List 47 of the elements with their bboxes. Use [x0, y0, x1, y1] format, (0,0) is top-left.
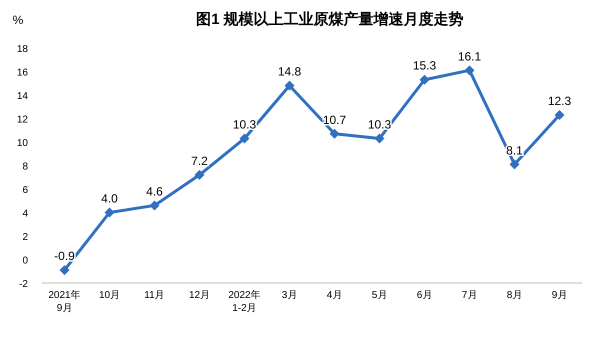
data-label: 14.8 — [278, 64, 302, 79]
x-tick-label: 8月 — [506, 290, 522, 301]
point — [284, 80, 294, 91]
y-tick-label: 12 — [16, 114, 28, 126]
y-tick-label: 6 — [22, 185, 28, 196]
x-tick-label: 2021年 9月 — [48, 289, 81, 314]
x-tick-label: 11月 — [144, 290, 165, 301]
data-label: 7.2 — [191, 154, 208, 168]
x-tick-label: 9月 — [552, 290, 568, 301]
y-tick-label: 2 — [22, 232, 28, 243]
x-tick-label: 2022年 1-2月 — [228, 289, 261, 314]
y-tick-label: 8 — [22, 162, 28, 172]
x-tick-label: 3月 — [282, 290, 298, 301]
y-axis-title: % — [12, 13, 24, 27]
x-tick-label: 10月 — [98, 290, 120, 301]
point — [464, 65, 474, 76]
point — [510, 159, 520, 170]
point — [554, 110, 564, 120]
point — [374, 133, 384, 144]
y-tick-label: 0 — [22, 256, 28, 266]
data-label: 10.3 — [232, 117, 256, 132]
y-tick-label: 14 — [16, 91, 28, 102]
data-label: 4.6 — [146, 184, 164, 198]
point — [240, 133, 250, 144]
point — [60, 265, 70, 276]
x-tick-label: 6月 — [416, 290, 432, 301]
data-label: 16.1 — [458, 49, 482, 64]
point — [104, 208, 114, 218]
y-tick-label: 16 — [16, 68, 28, 78]
data-label: 12.3 — [548, 94, 572, 108]
chart-title: 图1 规模以上工业原煤产量增速月度走势 — [196, 10, 464, 28]
x-tick-label: 7月 — [462, 290, 478, 301]
y-tick-label: 18 — [16, 44, 28, 55]
point — [150, 200, 160, 210]
point — [420, 74, 430, 85]
data-label: -0.9 — [54, 249, 76, 264]
data-label: 4.0 — [101, 192, 118, 206]
point — [330, 128, 340, 139]
data-label: 10.7 — [322, 112, 346, 127]
data-label: 15.3 — [412, 58, 436, 73]
y-tick-label: 10 — [16, 138, 28, 149]
y-tick-label: -2 — [19, 279, 28, 290]
x-tick-label: 5月 — [372, 290, 388, 301]
x-tick-label: 12月 — [188, 290, 210, 301]
y-tick-label: 4 — [22, 208, 28, 220]
x-tick-label: 4月 — [326, 290, 342, 301]
point — [194, 170, 204, 180]
